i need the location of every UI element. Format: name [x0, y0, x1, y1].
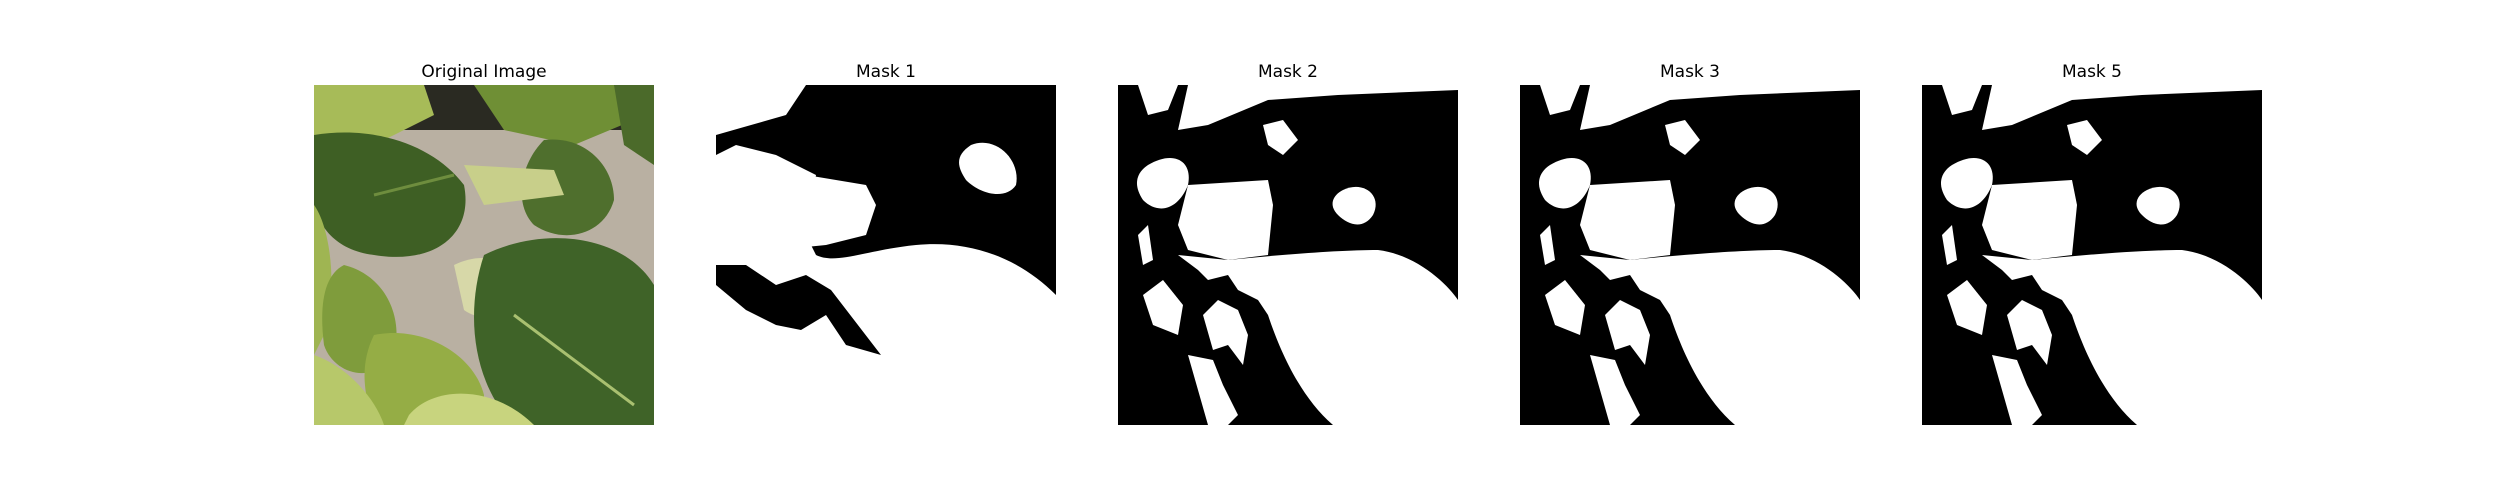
panel-title-mask5: Mask 5 [2061, 62, 2122, 82]
panel-mask3: Mask 3 [1520, 60, 1860, 425]
panel-title-mask2: Mask 2 [1257, 62, 1318, 82]
mask2-image [1118, 85, 1458, 425]
panel-title-original: Original Image [421, 62, 547, 82]
mask5-image [1922, 85, 2262, 425]
panel-original: Original Image [314, 60, 654, 425]
panel-mask1: Mask 1 [716, 60, 1056, 425]
mask3-image [1520, 85, 1860, 425]
panel-mask5: Mask 5 [1922, 60, 2262, 425]
panel-title-mask3: Mask 3 [1659, 62, 1720, 82]
panel-title-mask1: Mask 1 [855, 62, 916, 82]
panel-mask2: Mask 2 [1118, 60, 1458, 425]
original-image [314, 85, 654, 425]
mask1-image [716, 85, 1056, 425]
